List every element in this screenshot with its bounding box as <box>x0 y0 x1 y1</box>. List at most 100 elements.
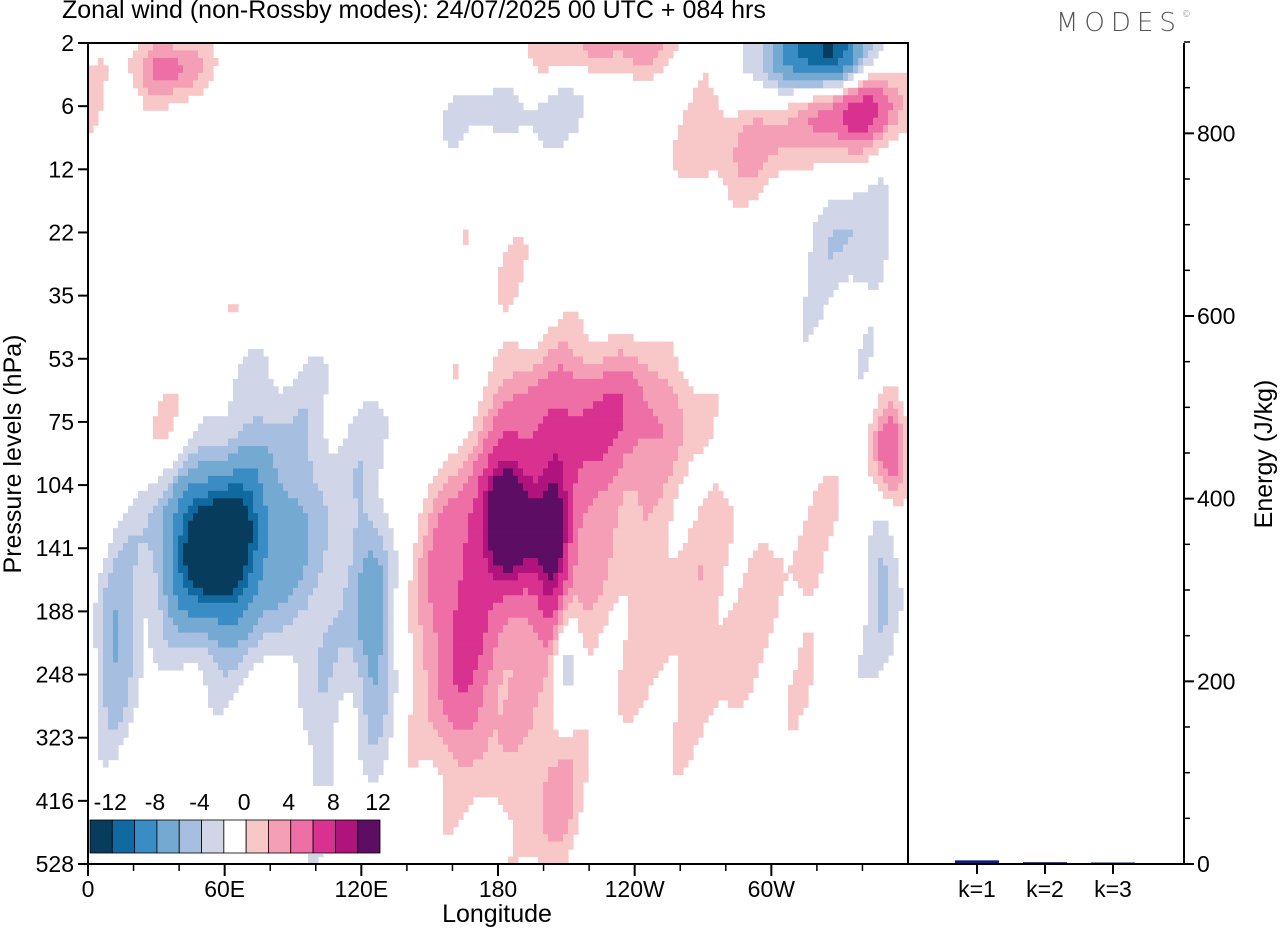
contour-cell <box>658 483 664 492</box>
contour-cell <box>233 423 239 432</box>
contour-cell <box>513 371 519 380</box>
contour-cell <box>258 602 264 611</box>
contour-cell <box>508 460 514 470</box>
contour-cell <box>278 602 284 611</box>
contour-cell <box>318 610 324 619</box>
contour-cell <box>253 416 259 425</box>
modes-logo: MODES© <box>1056 8 1191 38</box>
contour-cell <box>613 498 619 507</box>
contour-cell <box>583 423 589 432</box>
contour-cell <box>808 520 814 529</box>
contour-cell <box>373 453 379 462</box>
contour-cell <box>708 401 714 410</box>
contour-cell <box>628 498 634 507</box>
contour-cell <box>258 528 264 537</box>
contour-cell <box>208 453 214 462</box>
contour-cell <box>218 595 224 604</box>
contour-cell <box>798 557 804 567</box>
contour-cell <box>513 550 519 559</box>
contour-cell <box>228 602 234 611</box>
contour-cell <box>843 140 849 149</box>
contour-cell <box>583 431 589 440</box>
contour-cell <box>163 543 169 552</box>
contour-cell <box>603 446 609 455</box>
contour-cell <box>588 490 594 499</box>
contour-cell <box>663 505 669 514</box>
contour-cell <box>813 229 819 238</box>
contour-cell <box>213 595 219 604</box>
contour-cell <box>768 587 774 596</box>
contour-cell <box>348 528 354 537</box>
contour-cell <box>573 356 579 365</box>
contour-cell <box>198 513 204 522</box>
contour-cell <box>188 528 194 537</box>
contour-cell <box>593 416 599 425</box>
contour-cell <box>178 490 184 499</box>
contour-cell <box>808 513 814 522</box>
contour-cell <box>863 363 869 372</box>
contour-cell <box>193 483 199 492</box>
contour-cell <box>478 483 484 492</box>
contour-cell <box>883 423 889 432</box>
contour-cell <box>463 528 469 537</box>
contour-cell <box>553 401 559 410</box>
contour-cell <box>643 341 649 350</box>
contour-cell <box>693 132 699 141</box>
contour-cell <box>478 550 484 559</box>
contour-cell <box>843 65 849 74</box>
contour-cell <box>228 595 234 604</box>
contour-cell <box>108 550 114 559</box>
contour-cell <box>443 468 449 477</box>
contour-cell <box>878 251 884 261</box>
contour-cell <box>368 468 374 477</box>
contour-cell <box>183 602 189 611</box>
contour-cell <box>628 50 634 59</box>
contour-cell <box>263 431 269 440</box>
contour-cell <box>608 453 614 462</box>
contour-cell <box>748 125 754 134</box>
contour-cell <box>583 557 589 567</box>
contour-cell <box>808 65 814 74</box>
contour-cell <box>838 147 844 156</box>
contour-cell <box>663 57 669 66</box>
contour-cell <box>708 505 714 514</box>
contour-cell <box>663 572 669 581</box>
contour-cell <box>568 319 574 328</box>
contour-cell <box>233 483 239 492</box>
contour-cell <box>803 580 809 589</box>
contour-cell <box>593 528 599 537</box>
contour-cell <box>448 468 454 477</box>
contour-cell <box>658 401 664 410</box>
contour-cell <box>378 595 384 604</box>
contour-cell <box>553 587 559 596</box>
contour-cell <box>608 334 614 343</box>
contour-cell <box>333 460 339 470</box>
contour-cell <box>323 528 329 537</box>
contour-cell <box>548 341 554 350</box>
contour-cell <box>173 475 179 484</box>
contour-cell <box>303 363 309 372</box>
contour-cell <box>598 371 604 380</box>
contour-cell <box>433 543 439 552</box>
contour-cell <box>173 498 179 507</box>
contour-cell <box>683 595 689 604</box>
contour-cell <box>288 431 294 440</box>
contour-cell <box>803 80 809 89</box>
contour-cell <box>488 513 494 522</box>
contour-cell <box>258 595 264 604</box>
contour-cell <box>488 490 494 499</box>
brand-text: MODES <box>1056 8 1182 38</box>
contour-cell <box>128 65 134 74</box>
contour-cell <box>593 423 599 432</box>
contour-cell <box>123 565 129 574</box>
contour-cell <box>478 572 484 581</box>
contour-cell <box>153 602 159 611</box>
contour-cell <box>498 520 504 529</box>
contour-cell <box>473 483 479 492</box>
contour-cell <box>498 483 504 492</box>
contour-cell <box>148 80 154 89</box>
contour-cell <box>708 132 714 141</box>
contour-cell <box>373 468 379 477</box>
contour-cell <box>503 453 509 462</box>
contour-cell <box>823 147 829 156</box>
